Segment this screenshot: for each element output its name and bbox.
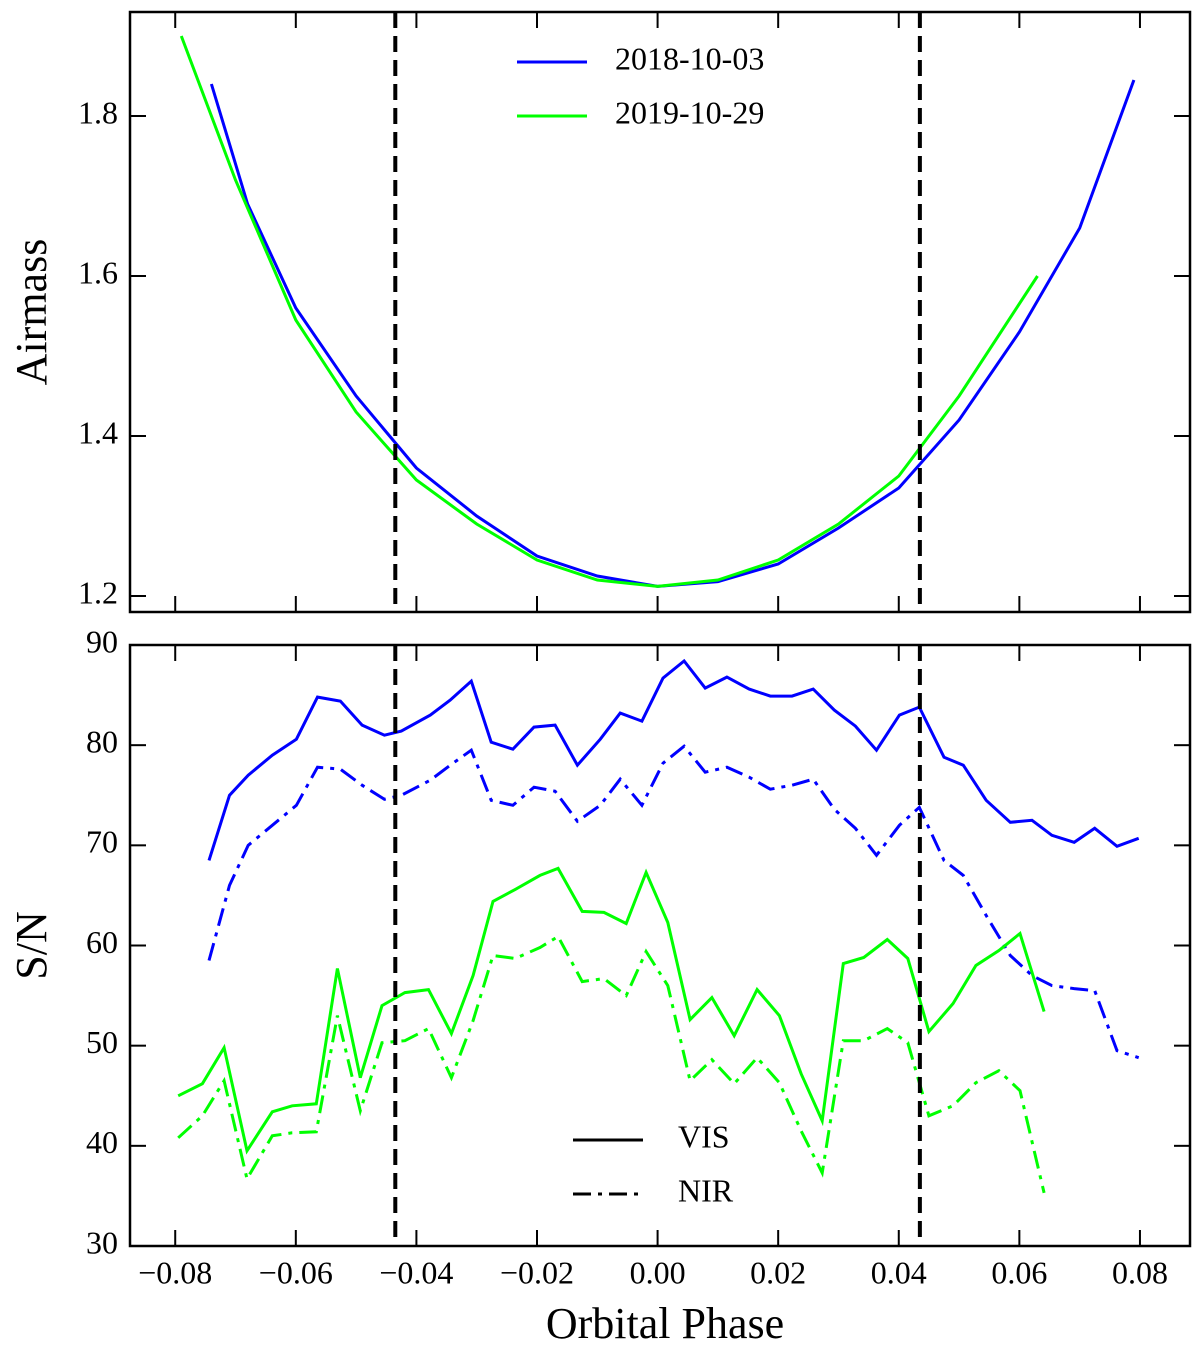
x-tick-label: −0.08 bbox=[138, 1254, 212, 1290]
data-line bbox=[179, 35, 1039, 588]
x-tick-label: 0.06 bbox=[991, 1254, 1047, 1290]
legend-label: 2018-10-03 bbox=[615, 40, 764, 76]
x-tick-label: −0.06 bbox=[259, 1254, 333, 1290]
plot-frame bbox=[128, 10, 1192, 614]
data-line bbox=[207, 658, 1140, 861]
x-axis-label: Orbital Phase bbox=[546, 1299, 784, 1348]
data-line bbox=[177, 866, 1046, 1155]
y-tick-label: 60 bbox=[86, 924, 118, 960]
y-axis-label: S/N bbox=[7, 911, 56, 979]
y-tick-label: 90 bbox=[86, 623, 118, 659]
x-tick-label: −0.02 bbox=[500, 1254, 574, 1290]
data-line bbox=[207, 744, 1140, 1060]
y-tick-label: 1.8 bbox=[78, 94, 118, 130]
x-tick-label: 0.02 bbox=[750, 1254, 806, 1290]
x-tick-label: −0.04 bbox=[379, 1254, 453, 1290]
legend-label: NIR bbox=[678, 1172, 734, 1208]
legend-label: VIS bbox=[678, 1118, 730, 1154]
data-line bbox=[177, 934, 1046, 1194]
y-axis-label: Airmass bbox=[7, 239, 56, 386]
x-tick-label: 0.00 bbox=[630, 1254, 686, 1290]
y-tick-label: 40 bbox=[86, 1124, 118, 1160]
y-tick-label: 1.2 bbox=[78, 574, 118, 610]
data-line bbox=[209, 79, 1136, 588]
plot-frame bbox=[128, 643, 1192, 1248]
y-tick-label: 70 bbox=[86, 824, 118, 860]
y-tick-label: 1.4 bbox=[78, 414, 118, 450]
y-tick-label: 50 bbox=[86, 1024, 118, 1060]
legend-label: 2019-10-29 bbox=[615, 94, 764, 130]
y-tick-label: 1.6 bbox=[78, 254, 118, 290]
y-tick-label: 80 bbox=[86, 724, 118, 760]
y-tick-label: 30 bbox=[86, 1224, 118, 1260]
x-tick-label: 0.04 bbox=[871, 1254, 927, 1290]
x-tick-label: 0.08 bbox=[1112, 1254, 1168, 1290]
